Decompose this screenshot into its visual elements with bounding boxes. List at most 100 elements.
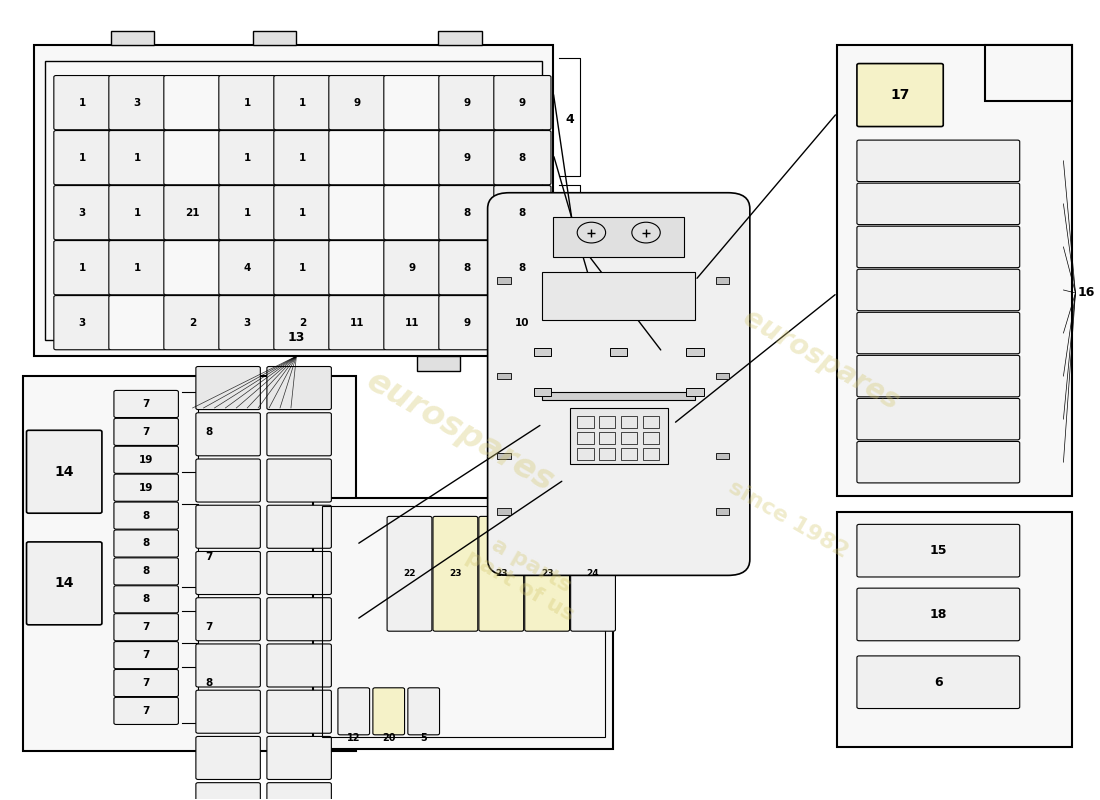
FancyBboxPatch shape	[114, 614, 178, 641]
FancyBboxPatch shape	[439, 295, 496, 350]
Text: 1: 1	[565, 231, 574, 245]
Text: 2: 2	[189, 318, 196, 328]
Bar	[578, 432, 594, 444]
FancyBboxPatch shape	[329, 75, 386, 130]
FancyBboxPatch shape	[164, 295, 221, 350]
FancyBboxPatch shape	[109, 186, 166, 240]
Text: 1: 1	[134, 262, 141, 273]
FancyBboxPatch shape	[114, 418, 178, 446]
Text: 8: 8	[206, 427, 213, 437]
Text: 1: 1	[79, 98, 86, 108]
Text: a parts
part of us: a parts part of us	[462, 526, 590, 625]
FancyBboxPatch shape	[196, 413, 261, 456]
Text: 8: 8	[143, 538, 150, 549]
Text: 18: 18	[930, 608, 947, 621]
FancyBboxPatch shape	[114, 670, 178, 697]
FancyBboxPatch shape	[196, 737, 261, 779]
Bar	[553, 217, 684, 257]
FancyBboxPatch shape	[196, 690, 261, 734]
FancyBboxPatch shape	[494, 295, 551, 350]
Text: 14: 14	[55, 576, 74, 590]
Text: 7: 7	[143, 706, 150, 716]
FancyBboxPatch shape	[384, 75, 441, 130]
Text: 9: 9	[519, 98, 526, 108]
Text: 15: 15	[930, 544, 947, 557]
FancyBboxPatch shape	[857, 270, 1020, 310]
Text: 1: 1	[299, 208, 306, 218]
FancyBboxPatch shape	[219, 295, 276, 350]
FancyBboxPatch shape	[219, 75, 276, 130]
FancyBboxPatch shape	[525, 516, 570, 631]
FancyBboxPatch shape	[219, 241, 276, 294]
Text: 8: 8	[464, 262, 471, 273]
FancyBboxPatch shape	[384, 295, 441, 350]
Text: 10: 10	[515, 318, 529, 328]
FancyBboxPatch shape	[267, 506, 331, 548]
FancyBboxPatch shape	[196, 598, 261, 641]
Bar	[600, 416, 615, 428]
FancyBboxPatch shape	[387, 516, 432, 631]
Text: 8: 8	[464, 208, 471, 218]
FancyBboxPatch shape	[494, 241, 551, 294]
FancyBboxPatch shape	[267, 366, 331, 410]
FancyBboxPatch shape	[54, 130, 111, 185]
Bar	[686, 388, 704, 396]
Text: 21: 21	[185, 208, 200, 218]
Text: 1: 1	[79, 153, 86, 162]
Text: 19: 19	[139, 482, 153, 493]
FancyBboxPatch shape	[267, 737, 331, 779]
Text: 8: 8	[143, 510, 150, 521]
Text: since 1982: since 1982	[725, 478, 851, 562]
FancyBboxPatch shape	[267, 644, 331, 687]
Bar	[642, 432, 659, 444]
FancyBboxPatch shape	[384, 186, 441, 240]
Text: 1: 1	[244, 153, 251, 162]
Bar	[23, 376, 356, 750]
FancyBboxPatch shape	[164, 241, 221, 294]
Text: 19: 19	[139, 454, 153, 465]
FancyBboxPatch shape	[54, 295, 111, 350]
FancyBboxPatch shape	[857, 398, 1020, 440]
Text: 16: 16	[1078, 286, 1094, 299]
Text: 4: 4	[244, 262, 251, 273]
Text: 1: 1	[134, 153, 141, 162]
Text: 1: 1	[79, 262, 86, 273]
Text: 22: 22	[404, 570, 416, 578]
FancyBboxPatch shape	[373, 688, 405, 735]
FancyBboxPatch shape	[494, 75, 551, 130]
FancyBboxPatch shape	[329, 186, 386, 240]
Text: 7: 7	[206, 622, 213, 632]
FancyBboxPatch shape	[26, 542, 102, 625]
FancyBboxPatch shape	[274, 75, 331, 130]
FancyBboxPatch shape	[109, 75, 166, 130]
Text: 1: 1	[299, 98, 306, 108]
Text: 1: 1	[244, 98, 251, 108]
Text: 4: 4	[565, 114, 574, 126]
FancyBboxPatch shape	[267, 782, 331, 800]
Bar	[620, 432, 637, 444]
FancyBboxPatch shape	[109, 130, 166, 185]
Bar	[578, 416, 594, 428]
Bar	[417, 356, 460, 370]
Text: 7: 7	[143, 427, 150, 437]
Bar	[600, 448, 615, 460]
FancyBboxPatch shape	[114, 586, 178, 613]
Bar	[600, 432, 615, 444]
FancyBboxPatch shape	[857, 140, 1020, 182]
FancyBboxPatch shape	[196, 506, 261, 548]
FancyBboxPatch shape	[196, 366, 261, 410]
Text: 8: 8	[519, 262, 526, 273]
Text: 3: 3	[79, 318, 86, 328]
Text: 9: 9	[464, 98, 471, 108]
Text: 6: 6	[934, 676, 943, 689]
Bar	[716, 373, 729, 379]
FancyBboxPatch shape	[384, 130, 441, 185]
Text: 12: 12	[346, 733, 361, 743]
FancyBboxPatch shape	[487, 193, 750, 575]
FancyBboxPatch shape	[274, 186, 331, 240]
FancyBboxPatch shape	[196, 644, 261, 687]
Text: 8: 8	[206, 678, 213, 688]
FancyBboxPatch shape	[54, 241, 111, 294]
Bar	[253, 31, 296, 46]
FancyBboxPatch shape	[109, 241, 166, 294]
